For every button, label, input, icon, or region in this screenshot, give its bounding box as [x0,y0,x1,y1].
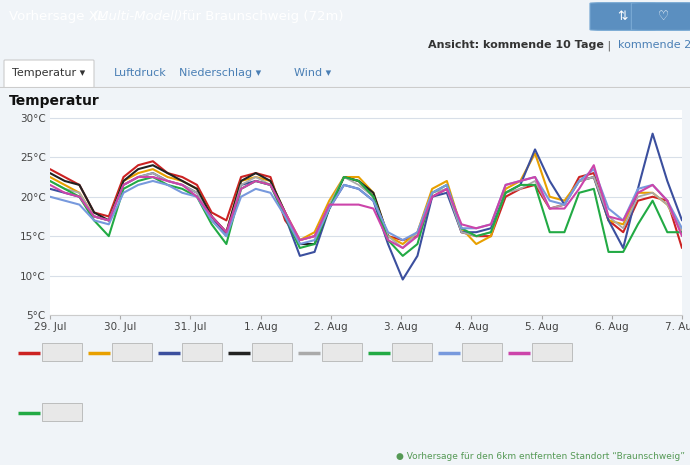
FancyBboxPatch shape [4,60,94,88]
Bar [182,343,222,360]
Text: kommende 2-3 Tage: kommende 2-3 Tage [618,40,690,51]
Text: Luftdruck: Luftdruck [114,68,166,78]
Text: Ansicht: kommende 10 Tage: Ansicht: kommende 10 Tage [428,40,604,51]
Bar [42,403,82,420]
Text: ♡: ♡ [658,10,669,23]
Text: ● Vorhersage für den 6km entfernten Standort “Braunschweig”: ● Vorhersage für den 6km entfernten Stan… [396,452,685,461]
Text: Vorhersage XL: Vorhersage XL [9,10,109,23]
Text: Wind ▾: Wind ▾ [295,68,332,78]
Text: für Braunschweig (72m): für Braunschweig (72m) [178,10,344,23]
Bar [462,343,502,360]
Text: (Multi-Modell): (Multi-Modell) [93,10,184,23]
Bar [112,343,152,360]
Text: Temperatur: Temperatur [9,94,100,108]
Bar [392,343,432,360]
Bar [532,343,572,360]
Text: |: | [604,40,614,51]
Text: Temperatur ▾: Temperatur ▾ [12,68,86,78]
Text: ⇅: ⇅ [617,10,628,23]
FancyBboxPatch shape [590,3,655,30]
Text: Niederschlag ▾: Niederschlag ▾ [179,68,261,78]
Bar [42,343,82,360]
Bar [322,343,362,360]
FancyBboxPatch shape [631,3,690,30]
Bar [252,343,292,360]
